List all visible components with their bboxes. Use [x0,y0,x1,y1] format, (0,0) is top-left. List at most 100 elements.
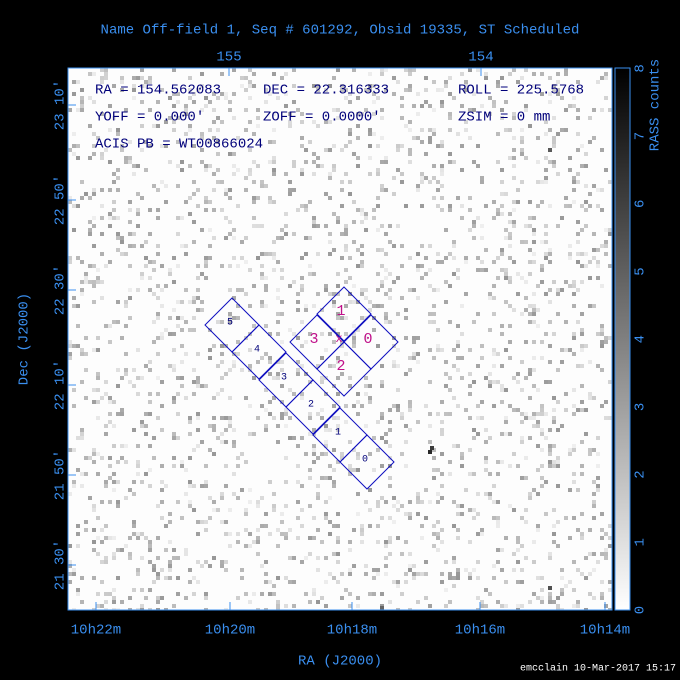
noise-pixel [596,464,600,468]
noise-pixel [344,332,348,336]
noise-pixel [380,364,384,368]
noise-pixel [396,168,400,172]
noise-pixel [312,536,316,540]
noise-pixel [544,512,548,516]
noise-pixel [572,412,576,416]
noise-pixel [288,112,292,116]
noise-pixel [472,380,476,384]
noise-pixel [348,568,352,572]
noise-pixel [140,148,144,152]
noise-pixel [556,224,560,228]
noise-pixel [164,284,168,288]
noise-pixel [280,228,284,232]
noise-pixel [388,420,392,424]
noise-pixel [264,388,268,392]
noise-pixel [132,368,136,372]
noise-pixel [436,536,440,540]
noise-pixel [100,156,104,160]
noise-pixel [328,120,332,124]
noise-pixel [96,136,100,140]
noise-pixel [384,316,388,320]
noise-pixel [604,96,608,100]
noise-pixel [160,336,164,340]
noise-pixel [388,516,392,520]
noise-pixel [552,164,556,168]
noise-pixel [200,484,204,488]
noise-pixel [380,108,384,112]
noise-pixel [536,444,540,448]
noise-pixel [408,288,412,292]
noise-pixel [336,316,340,320]
noise-pixel [576,132,580,136]
noise-pixel [552,116,556,120]
noise-pixel [336,512,340,516]
noise-pixel [84,192,88,196]
noise-pixel [364,376,368,380]
noise-pixel [560,568,564,572]
noise-pixel [168,316,172,320]
noise-pixel [360,212,364,216]
noise-pixel [180,328,184,332]
noise-pixel [428,440,432,444]
noise-pixel [172,348,176,352]
noise-pixel [260,264,264,268]
noise-pixel [396,584,400,588]
noise-pixel [268,356,272,360]
noise-pixel [272,592,276,596]
noise-pixel [184,596,188,600]
noise-pixel [92,460,96,464]
noise-pixel [428,284,432,288]
noise-pixel [316,224,320,228]
acis-s-chip [312,407,368,463]
noise-pixel [288,388,292,392]
noise-pixel [168,576,172,580]
noise-pixel [100,528,104,532]
noise-pixel [260,304,264,308]
noise-pixel [448,204,452,208]
noise-pixel [272,140,276,144]
noise-pixel [220,360,224,364]
noise-pixel [108,212,112,216]
noise-pixel [492,500,496,504]
noise-pixel [88,456,92,460]
noise-pixel [132,384,136,388]
noise-pixel [548,592,552,596]
noise-pixel [232,256,236,260]
noise-pixel [440,144,444,148]
noise-pixel [232,492,236,496]
noise-pixel [540,280,544,284]
colorbar-tick: 5 [633,267,649,275]
noise-pixel [492,348,496,352]
noise-pixel [400,592,404,596]
noise-pixel [272,172,276,176]
noise-pixel [280,512,284,516]
noise-pixel [564,320,568,324]
noise-pixel [564,348,568,352]
noise-pixel [288,416,292,420]
noise-pixel [552,540,556,544]
noise-pixel [192,144,196,148]
noise-pixel [552,140,556,144]
noise-pixel [176,100,180,104]
noise-pixel [208,496,212,500]
noise-pixel [560,608,564,610]
noise-pixel [156,556,160,560]
noise-pixel [256,224,260,228]
noise-pixel [76,144,80,148]
noise-pixel [164,184,168,188]
noise-pixel [148,608,152,610]
noise-pixel [476,560,480,564]
noise-pixel [372,208,376,212]
noise-pixel [204,560,208,564]
noise-pixel [604,552,608,556]
noise-pixel [592,304,596,308]
noise-pixel [288,188,292,192]
noise-pixel [436,328,440,332]
noise-pixel [112,172,116,176]
noise-pixel [288,120,292,124]
noise-pixel [264,288,268,292]
noise-pixel [424,516,428,520]
noise-pixel [508,280,512,284]
noise-pixel [304,204,308,208]
noise-pixel [72,144,76,148]
